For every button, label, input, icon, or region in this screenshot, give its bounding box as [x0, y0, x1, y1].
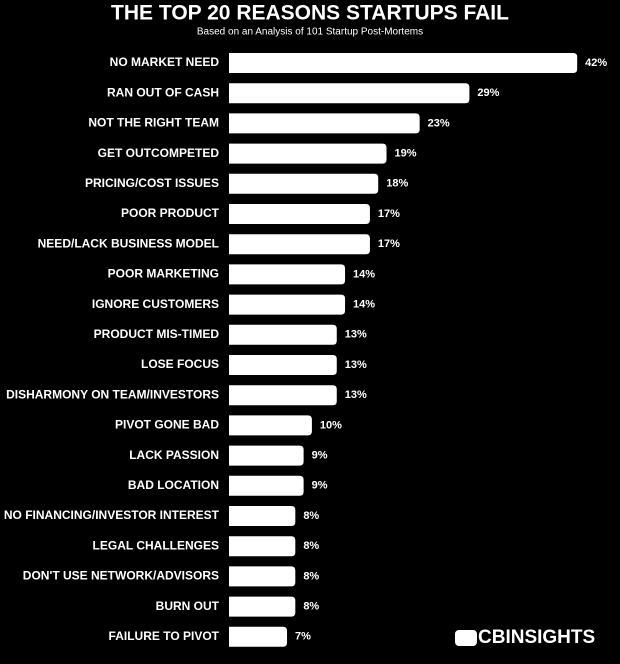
category-label: LEGAL CHALLENGES [93, 538, 219, 552]
bar [229, 566, 296, 587]
category-label: FAILURE TO PIVOT [109, 629, 220, 643]
category-label: PRICING/COST ISSUES [85, 176, 219, 190]
chart-subtitle: Based on an Analysis of 101 Startup Post… [197, 27, 423, 38]
bar [229, 264, 346, 285]
category-label: NO MARKET NEED [110, 55, 220, 69]
bar [228, 445, 304, 466]
value-label: 13% [345, 389, 367, 401]
value-label: 18% [386, 178, 408, 190]
value-label: 19% [395, 148, 417, 160]
value-label: 10% [320, 419, 342, 431]
value-label: 14% [353, 299, 375, 311]
value-label: 7% [295, 631, 311, 643]
category-label: NOT THE RIGHT TEAM [88, 116, 219, 130]
category-label: LACK PASSION [129, 448, 219, 462]
value-label: 17% [378, 208, 400, 220]
bar [229, 143, 387, 164]
category-label: POOR PRODUCT [121, 206, 220, 220]
value-label: 8% [303, 601, 319, 613]
bar [229, 204, 370, 224]
bar [228, 475, 304, 496]
value-label: 13% [345, 359, 367, 371]
bar [229, 355, 337, 375]
category-label: IGNORE CUSTOMERS [92, 297, 219, 311]
category-label: RAN OUT OF CASH [107, 85, 219, 99]
bar [229, 626, 288, 647]
bar [229, 173, 379, 194]
value-label: 9% [312, 480, 328, 492]
bar [229, 385, 337, 406]
category-label: PRODUCT MIS-TIMED [94, 327, 220, 341]
category-label: BURN OUT [156, 599, 220, 613]
bar [229, 415, 312, 436]
value-label: 42% [585, 57, 607, 69]
category-label: POOR MARKETING [108, 267, 219, 281]
category-label: LOSE FOCUS [141, 357, 219, 371]
value-label: 8% [303, 510, 319, 522]
value-label: 8% [303, 570, 319, 582]
bar [229, 506, 296, 526]
category-label: NEED/LACK BUSINESS MODEL [38, 236, 219, 250]
value-label: 9% [312, 450, 328, 462]
bar [229, 83, 470, 104]
value-label: 13% [345, 329, 367, 341]
brand-logo [455, 630, 477, 646]
value-label: 23% [428, 117, 450, 129]
bar [229, 294, 346, 315]
bar [228, 113, 420, 134]
brand: CBINSIGHTS [478, 627, 595, 648]
category-label: DON'T USE NETWORK/ADVISORS [23, 569, 219, 583]
bar [229, 53, 578, 73]
chart-title: THE TOP 20 REASONS STARTUPS FAIL [111, 2, 509, 25]
bar [229, 596, 296, 617]
value-label: 14% [353, 268, 375, 280]
bar [229, 324, 337, 345]
category-label: PIVOT GONE BAD [115, 418, 219, 432]
bar [229, 536, 296, 557]
category-label: BAD LOCATION [128, 478, 219, 492]
category-label: DISHARMONY ON TEAM/INVESTORS [6, 387, 219, 401]
category-label: NO FINANCING/INVESTOR INTEREST [4, 508, 220, 522]
value-label: 8% [303, 540, 319, 552]
value-label: 29% [477, 87, 499, 99]
bar [229, 234, 370, 255]
category-label: GET OUTCOMPETED [98, 146, 220, 160]
value-label: 17% [378, 238, 400, 250]
